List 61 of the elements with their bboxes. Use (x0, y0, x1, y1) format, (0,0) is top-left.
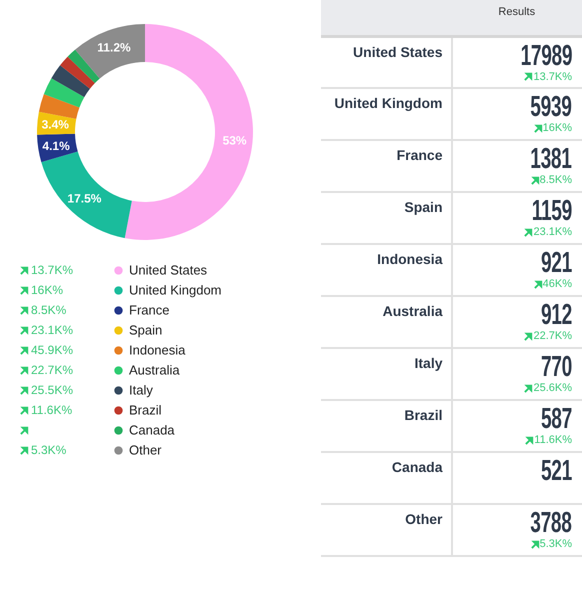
text: 16K% (31, 283, 64, 297)
text: 25.5K% (31, 383, 74, 397)
data-label: 5939 (530, 91, 572, 123)
data-label: 3.4% (42, 118, 70, 132)
category-label: Other (321, 504, 452, 556)
data-label: 921 (541, 247, 572, 279)
text: 22.7K% (31, 363, 74, 377)
category-label: Canada (321, 452, 452, 504)
text: 23.1K% (533, 226, 572, 238)
legend-label: Australia (129, 362, 180, 378)
category-label: Spain (321, 192, 452, 244)
legend-label: Brazil (129, 402, 162, 418)
data-label: 4.1% (42, 138, 70, 153)
text: 8.5K% (540, 174, 572, 186)
category-label: United Kingdom (321, 88, 452, 140)
data-label: 1381 (530, 143, 572, 175)
text: 11.6K% (534, 434, 572, 446)
legend-label: Italy (129, 382, 154, 398)
category-label: Australia (321, 296, 452, 348)
text: 5.3K% (540, 538, 572, 550)
donut-slice (38, 94, 80, 119)
category-label: Indonesia (321, 244, 452, 296)
data-label: 17.5% (67, 192, 102, 206)
text: 45.9K% (31, 343, 74, 357)
legend-label: Other (129, 442, 162, 458)
text: 13.7K% (533, 70, 572, 82)
donut-slice (68, 50, 100, 84)
text: Results (452, 0, 582, 36)
category-label: Brazil (321, 400, 452, 452)
data-label: 11.2% (97, 40, 131, 55)
data-label: 587 (541, 403, 572, 435)
data-label: 1159 (532, 195, 572, 227)
data-label: 912 (541, 299, 572, 331)
text: 16K% (542, 122, 572, 134)
data-label: 53% (222, 133, 247, 148)
legend-label: United States (129, 262, 208, 278)
category-label: Italy (321, 348, 452, 400)
category-label: United States (321, 36, 452, 88)
data-label: 3788 (530, 507, 572, 539)
text: 23.1K% (31, 323, 74, 337)
legend-label: Canada (129, 422, 176, 438)
text: 5.3K% (31, 443, 66, 457)
donut-slice (41, 152, 132, 238)
donut-slice (44, 78, 84, 108)
category-label: France (321, 140, 452, 192)
legend-label: United Kingdom (129, 282, 222, 298)
legend-label: Indonesia (129, 342, 186, 358)
legend-label: Spain (129, 322, 162, 338)
text: 46K% (542, 278, 572, 290)
data-label: 521 (541, 455, 572, 487)
text: 13.7K% (31, 263, 74, 277)
legend-label: France (129, 302, 170, 318)
text: 22.7K% (533, 330, 572, 342)
text: 8.5K% (31, 303, 66, 317)
text: 25.6K% (533, 382, 572, 394)
donut-slice (51, 65, 90, 98)
donut-slice (75, 24, 145, 79)
data-label: 770 (541, 351, 572, 383)
text: 11.6K% (31, 403, 72, 417)
data-label: 17989 (520, 40, 572, 72)
donut-slice (60, 56, 95, 89)
